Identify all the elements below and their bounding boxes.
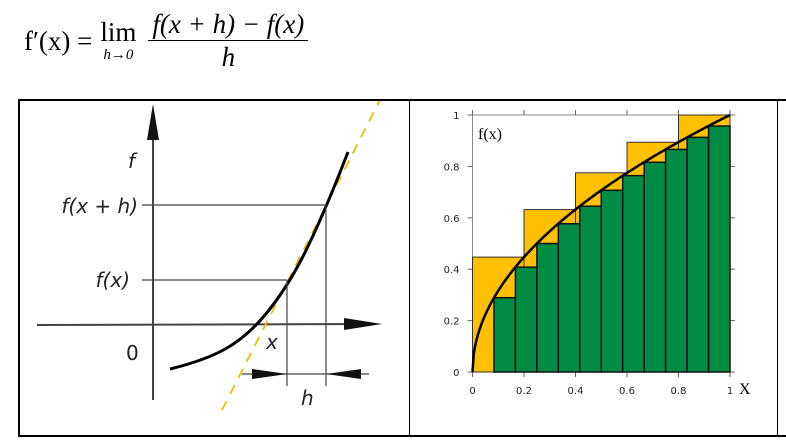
x-tick-label: 0.4 [568,386,584,397]
limit-subscript: h→0 [103,47,134,63]
cell-divider [777,99,778,437]
x-tick-label: 1 [727,386,733,397]
h-arrow-left-icon [252,369,287,379]
cell-divider [409,99,410,437]
lower-bar [579,205,602,373]
lower-bar [514,266,538,373]
limit: lim h→0 [100,19,136,63]
lower-bar [621,174,645,373]
x-tick-label: 0 [469,386,475,397]
lower-bar [493,296,517,373]
lower-bar [600,189,624,373]
lower-bar [707,125,731,373]
y-axis-label: f(x) [478,126,502,143]
tick-labels: 0 0.2 0.4 0.6 0.8 1 0 0.2 0.4 0.6 0.8 1 [444,111,734,397]
function-curve [169,151,350,371]
riemann-sum-chart: 0 0.2 0.4 0.6 0.8 1 0 0.2 0.4 0.6 0.8 1 f(x) X [444,110,751,398]
y-axis-label: f [128,149,138,173]
x-axis [36,323,361,326]
y-tick-label: 0.2 [444,317,460,328]
x-axis-arrow-icon [344,318,382,330]
numerator: f(x + h) − f(x) [148,9,309,41]
fraction: f(x + h) − f(x) h [148,9,309,73]
lower-rectangles [493,125,731,373]
x-tick-label: 0.6 [619,386,635,397]
x-tick-label: 0.2 [516,386,532,397]
limit-label: lim [100,17,137,47]
h-arrow-right-icon [326,369,361,379]
y-tick-label: 0.4 [444,265,460,276]
lower-bar [643,161,667,373]
derivative-diagram: f f(x + h) f(x) 0 x h [36,101,382,411]
fx-label: f(x) [96,268,130,292]
lower-bar [664,148,688,373]
x-tick-label: 0.8 [671,386,687,397]
lower-bar [536,242,560,373]
lower-bar [557,222,581,373]
y-tick-label: 1 [453,111,459,122]
y-tick-label: 0.8 [444,162,460,173]
origin-label: 0 [126,341,139,365]
y-axis-arrow-icon [147,104,159,140]
fxh-label: f(x + h) [61,194,138,218]
lower-bar [686,136,710,373]
denominator: h [221,41,236,72]
figure-table [18,99,786,437]
y-tick-label: 0.6 [444,214,460,225]
y-tick-label: 0 [453,368,459,379]
x-label: x [265,330,278,354]
h-label: h [301,386,314,410]
sqrt-curve [471,113,731,373]
tangent-line [221,101,381,411]
formula-lhs: f′(x) = [24,25,93,56]
derivative-formula: f′(x) = lim h→0 f(x + h) − f(x) h [24,6,309,76]
x-axis-label: X [739,381,751,398]
